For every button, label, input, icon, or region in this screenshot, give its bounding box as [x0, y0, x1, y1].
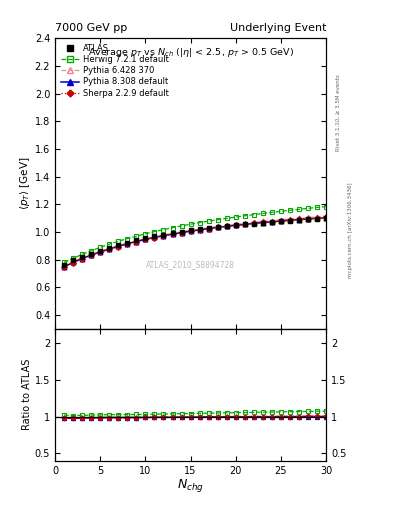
Text: Underlying Event: Underlying Event — [230, 23, 326, 33]
Legend: ATLAS, Herwig 7.2.1 default, Pythia 6.428 370, Pythia 8.308 default, Sherpa 2.2.: ATLAS, Herwig 7.2.1 default, Pythia 6.42… — [59, 42, 170, 99]
Text: Average $p_T$ vs $N_{ch}$ ($|\eta|$ < 2.5, $p_T$ > 0.5 GeV): Average $p_T$ vs $N_{ch}$ ($|\eta|$ < 2.… — [88, 46, 294, 59]
Text: mcplots.cern.ch [arXiv:1306.3436]: mcplots.cern.ch [arXiv:1306.3436] — [348, 183, 353, 278]
Text: 7000 GeV pp: 7000 GeV pp — [55, 23, 127, 33]
Y-axis label: Ratio to ATLAS: Ratio to ATLAS — [22, 359, 32, 431]
Text: ATLAS_2010_S8894728: ATLAS_2010_S8894728 — [146, 261, 235, 269]
X-axis label: $N_{chg}$: $N_{chg}$ — [177, 477, 204, 494]
Y-axis label: $\langle p_T \rangle$ [GeV]: $\langle p_T \rangle$ [GeV] — [18, 157, 32, 210]
Text: Rivet 3.1.10, ≥ 3.5M events: Rivet 3.1.10, ≥ 3.5M events — [336, 74, 341, 151]
